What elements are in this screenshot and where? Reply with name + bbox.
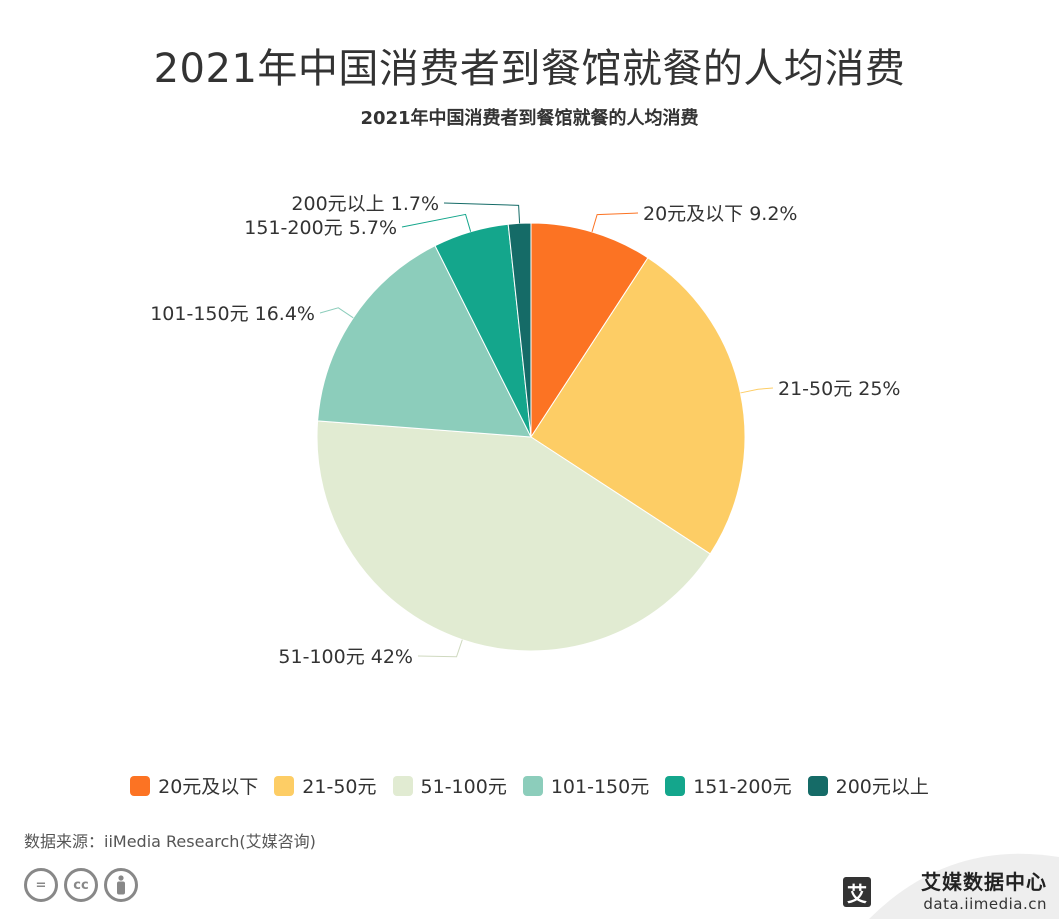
main-title: 2021年中国消费者到餐馆就餐的人均消费 [153, 46, 906, 92]
legend-item[interactable]: 20元及以下 [130, 772, 258, 799]
slice-label: 101-150元 16.4% [150, 303, 315, 325]
legend: 20元及以下 21-50元 51-100元 101-150元 151-200元 … [0, 772, 1059, 799]
label-leader-line [443, 202, 521, 224]
person-icon [104, 868, 138, 902]
label-leader-line [591, 212, 639, 233]
pie-slice[interactable] [316, 420, 711, 652]
cc-icon: cc [64, 868, 98, 902]
slice-label: 51-100元 42% [278, 646, 413, 668]
label-leader-line [319, 307, 354, 319]
pie-slice[interactable] [507, 222, 532, 438]
legend-label: 101-150元 [550, 776, 650, 798]
pie-slice[interactable] [530, 222, 649, 439]
legend-swatch [665, 775, 686, 796]
legend-swatch [274, 775, 295, 796]
label-leader-line [401, 213, 472, 232]
legend-swatch [130, 775, 151, 796]
brand-name: 艾媒数据中心 [921, 870, 1047, 894]
pie-slice[interactable] [317, 245, 532, 438]
equal-icon: = [24, 868, 58, 902]
pie-slice[interactable] [530, 257, 746, 555]
legend-item[interactable]: 200元以上 [807, 772, 929, 799]
legend-label: 20元及以下 [158, 776, 259, 798]
brand-url: data.iimedia.cn [923, 895, 1047, 913]
brand-logo: 艾 [843, 877, 871, 907]
data-source: 数据来源：iiMedia Research(艾媒咨询) [24, 832, 316, 851]
legend-item[interactable]: 151-200元 [665, 772, 792, 799]
legend-swatch [392, 775, 413, 796]
slice-label: 200元以上 1.7% [291, 193, 439, 215]
legend-item[interactable]: 51-100元 [392, 772, 507, 799]
label-leader-line [417, 639, 463, 658]
brand-area: 艾 艾媒数据中心 data.iimedia.cn [829, 849, 1059, 919]
legend-swatch [522, 775, 543, 796]
legend-label: 200元以上 [835, 776, 929, 798]
license-icons: = cc [24, 868, 138, 902]
legend-label: 51-100元 [420, 776, 507, 798]
label-leader-line [740, 387, 774, 394]
legend-label: 151-200元 [693, 776, 792, 798]
legend-item[interactable]: 21-50元 [274, 772, 377, 799]
legend-swatch [807, 775, 828, 796]
slice-label: 151-200元 5.7% [244, 217, 397, 239]
slice-label: 21-50元 25% [778, 378, 900, 400]
legend-item[interactable]: 101-150元 [522, 772, 650, 799]
sub-title: 2021年中国消费者到餐馆就餐的人均消费 [360, 108, 699, 129]
slice-label: 20元及以下 9.2% [643, 203, 798, 225]
brand-background [869, 853, 1059, 919]
legend-label: 21-50元 [302, 776, 377, 798]
